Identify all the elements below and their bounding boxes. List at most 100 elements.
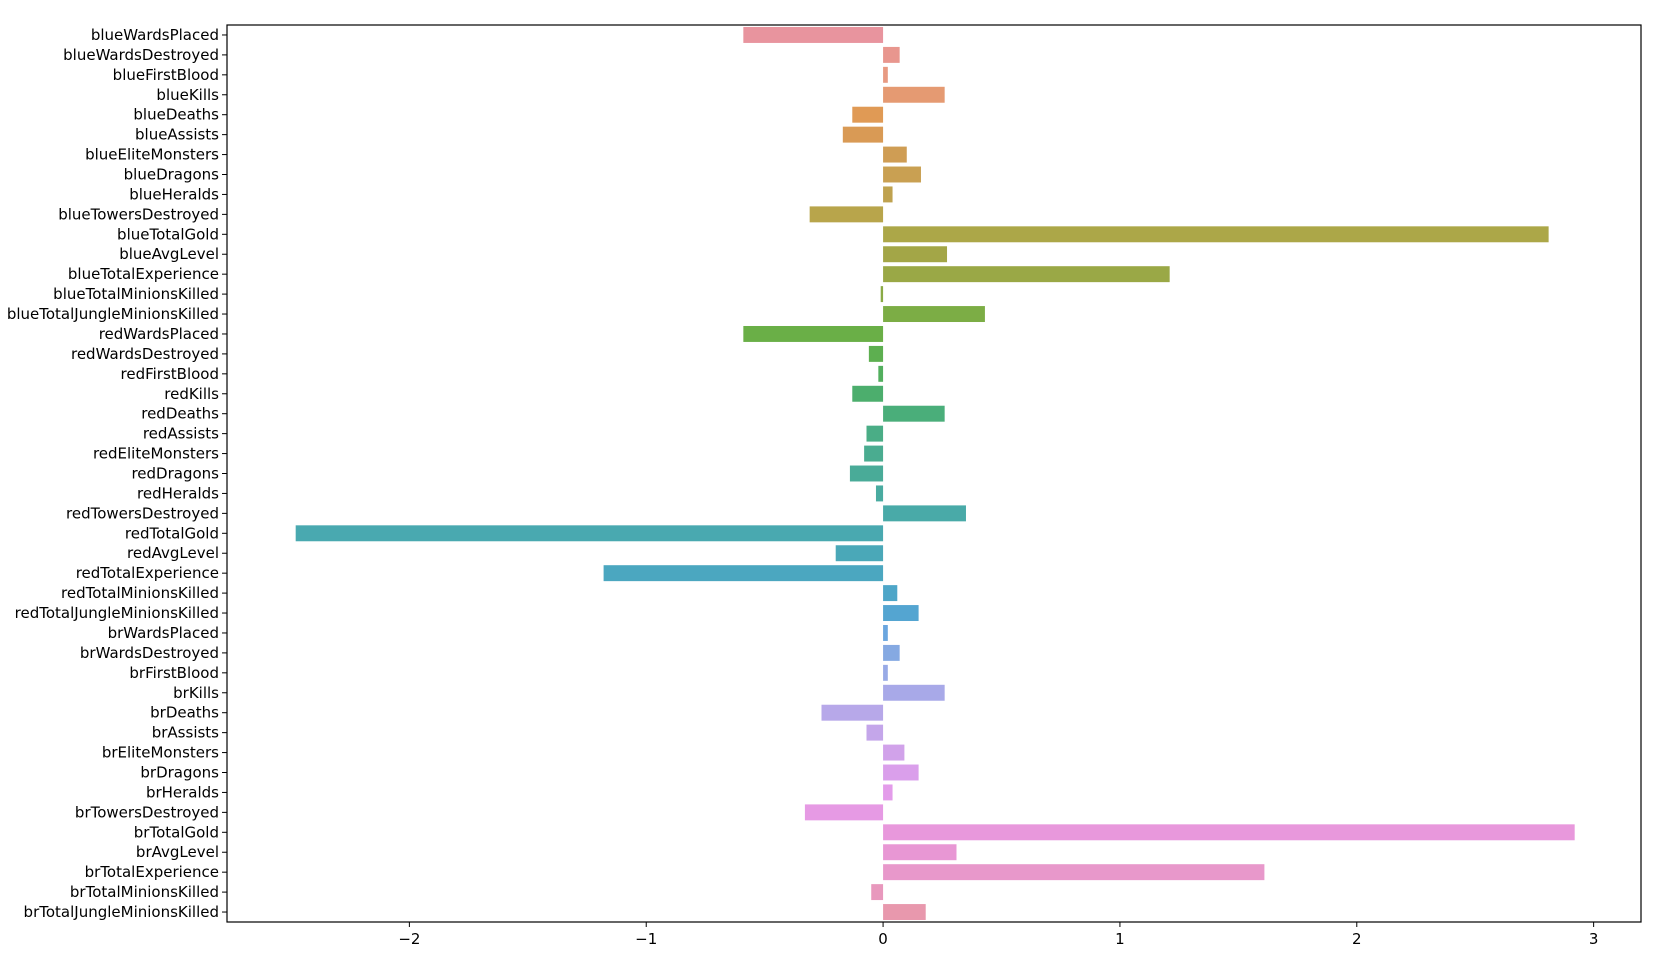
- y-tick-label: blueAvgLevel: [119, 245, 219, 263]
- bar-blueTotalJungleMinionsKilled: [883, 306, 985, 323]
- bar-redTowersDestroyed: [883, 505, 966, 522]
- bar-redTotalExperience: [603, 565, 884, 582]
- y-tick-label: redTotalJungleMinionsKilled: [15, 604, 219, 622]
- y-tick-label: redAssists: [143, 425, 219, 443]
- y-tick-label: blueAssists: [135, 126, 219, 144]
- x-tick-label: 0: [878, 930, 888, 948]
- bar-redDeaths: [883, 405, 945, 422]
- bar-blueTowersDestroyed: [809, 206, 884, 223]
- y-tick-label: blueHeralds: [129, 185, 219, 203]
- bar-brWardsPlaced: [883, 624, 888, 641]
- bar-brTotalJungleMinionsKilled: [883, 904, 926, 921]
- y-tick-label: brTotalMinionsKilled: [70, 883, 219, 901]
- y-tick-label: redAvgLevel: [127, 544, 219, 562]
- bar-brWardsDestroyed: [883, 644, 900, 661]
- bar-redEliteMonsters: [864, 445, 884, 462]
- bar-blueHeralds: [883, 186, 893, 203]
- x-tick-label: 3: [1589, 930, 1599, 948]
- bar-brKills: [883, 684, 945, 701]
- y-tick-label: redTotalExperience: [76, 564, 219, 582]
- bar-redAssists: [866, 425, 884, 442]
- y-tick-label: blueTowersDestroyed: [58, 205, 219, 223]
- y-tick-label: brDeaths: [150, 704, 219, 722]
- y-tick-label: brAssists: [152, 724, 219, 742]
- bar-blueEliteMonsters: [883, 146, 907, 163]
- bar-blueTotalMinionsKilled: [880, 286, 884, 303]
- y-tick-label: redWardsDestroyed: [71, 345, 219, 363]
- x-tick-label: 1: [1115, 930, 1125, 948]
- y-tick-label: redEliteMonsters: [93, 445, 219, 463]
- y-tick-label: blueDragons: [124, 166, 220, 184]
- bar-blueFirstBlood: [883, 66, 888, 83]
- y-tick-label: blueWardsPlaced: [91, 26, 219, 44]
- bar-redAvgLevel: [835, 545, 884, 562]
- y-tick-label: redWardsPlaced: [99, 325, 219, 343]
- bar-blueAssists: [842, 126, 884, 143]
- x-tick-label: 2: [1352, 930, 1362, 948]
- bar-brAvgLevel: [883, 844, 957, 861]
- y-tick-label: blueKills: [156, 86, 219, 104]
- bar-redTotalJungleMinionsKilled: [883, 605, 919, 622]
- x-tick-label: −2: [398, 930, 420, 948]
- y-tick-label: redDeaths: [141, 405, 219, 423]
- y-tick-label: blueDeaths: [133, 106, 219, 124]
- bar-brDragons: [883, 764, 919, 781]
- y-tick-label: blueTotalMinionsKilled: [53, 285, 219, 303]
- bar-brTotalMinionsKilled: [871, 884, 884, 901]
- y-tick-label: brTotalExperience: [85, 863, 219, 881]
- y-tick-label: redFirstBlood: [121, 365, 220, 383]
- y-tick-label: brTotalJungleMinionsKilled: [24, 903, 219, 921]
- y-tick-label: blueTotalExperience: [68, 265, 219, 283]
- bar-blueWardsPlaced: [743, 26, 884, 43]
- bar-blueAvgLevel: [883, 246, 948, 263]
- y-tick-label: brTotalGold: [134, 823, 219, 841]
- y-tick-label: redTotalGold: [125, 524, 219, 542]
- x-tick-label: −1: [635, 930, 657, 948]
- bar-blueDeaths: [852, 106, 884, 123]
- y-tick-label: brDragons: [140, 764, 219, 782]
- y-tick-label: brEliteMonsters: [102, 744, 219, 762]
- bar-brFirstBlood: [883, 664, 888, 681]
- bar-brTotalGold: [883, 824, 1575, 841]
- bar-redKills: [852, 385, 884, 402]
- y-tick-label: redKills: [164, 385, 219, 403]
- bar-blueWardsDestroyed: [883, 46, 900, 63]
- bar-brTotalExperience: [883, 864, 1265, 881]
- bar-blueTotalExperience: [883, 266, 1170, 283]
- y-tick-label: brWardsDestroyed: [80, 644, 219, 662]
- bar-blueDragons: [883, 166, 921, 183]
- y-tick-label: brWardsPlaced: [108, 624, 219, 642]
- y-tick-labels: blueWardsPlaced blueWardsDestroyed blueFir…: [7, 26, 227, 921]
- bar-brEliteMonsters: [883, 744, 905, 761]
- y-tick-label: blueWardsDestroyed: [63, 46, 219, 64]
- y-tick-label: brFirstBlood: [129, 664, 219, 682]
- bar-brAssists: [866, 724, 884, 741]
- bar-brDeaths: [821, 704, 884, 721]
- bar-redDragons: [849, 465, 884, 482]
- y-tick-label: brAvgLevel: [136, 843, 219, 861]
- bar-redHeralds: [875, 485, 884, 502]
- y-tick-label: blueTotalJungleMinionsKilled: [7, 305, 219, 323]
- bar-blueTotalGold: [883, 226, 1549, 243]
- bar-redWardsPlaced: [743, 325, 884, 342]
- bar-redWardsDestroyed: [868, 345, 884, 362]
- plot-frame: [226, 24, 1642, 923]
- y-tick-label: blueEliteMonsters: [85, 146, 219, 164]
- y-tick-label: brTowersDestroyed: [75, 803, 219, 821]
- y-tick-label: redTotalMinionsKilled: [61, 584, 219, 602]
- y-tick-label: redDragons: [131, 465, 219, 483]
- bar-brTowersDestroyed: [804, 804, 884, 821]
- bars-group: [295, 26, 1575, 921]
- y-tick-label: brHeralds: [146, 783, 219, 801]
- y-tick-label: redHeralds: [137, 484, 219, 502]
- bar-redTotalGold: [295, 525, 884, 542]
- y-tick-label: blueFirstBlood: [113, 66, 219, 84]
- x-ticks: −2 −1 0 1 2 3: [398, 922, 1598, 948]
- y-tick-label: redTowersDestroyed: [66, 504, 219, 522]
- y-tick-label: blueTotalGold: [117, 225, 219, 243]
- bar-brHeralds: [883, 784, 893, 801]
- y-tick-label: brKills: [173, 684, 219, 702]
- bar-blueKills: [883, 86, 945, 103]
- bar-redFirstBlood: [878, 365, 884, 382]
